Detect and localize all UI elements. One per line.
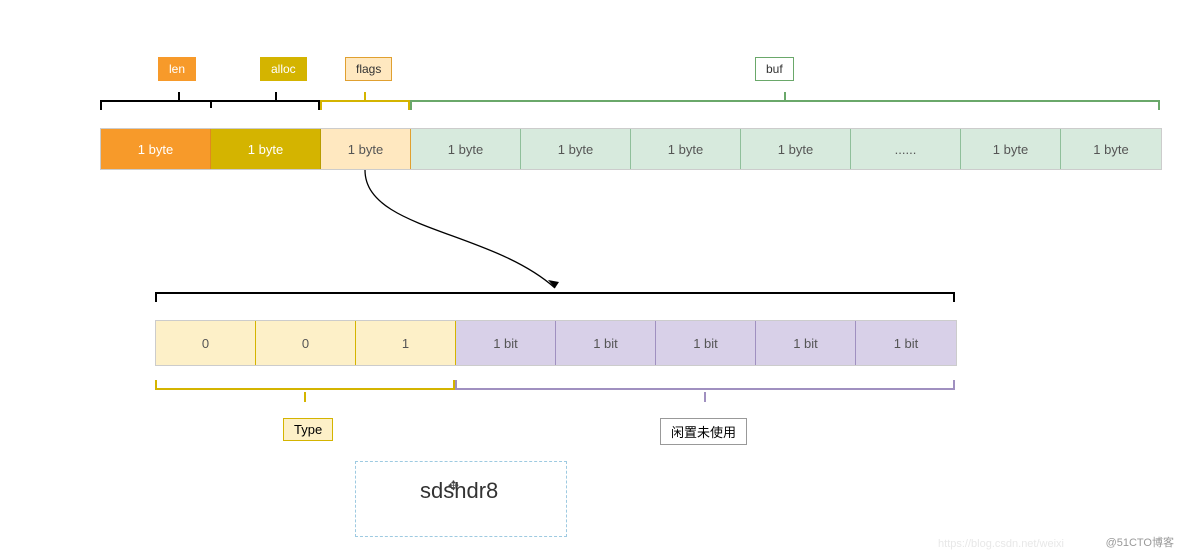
tag-len: len: [158, 57, 196, 81]
arrow-flags-to-bits: [340, 170, 580, 300]
tag-buf: buf: [755, 57, 794, 81]
cell: 1 bit: [456, 321, 556, 365]
cell: 1: [356, 321, 456, 365]
cell: ......: [851, 129, 961, 169]
bracket-buf: [410, 100, 1160, 102]
cell: 1 byte: [521, 129, 631, 169]
cell: 1 byte: [411, 129, 521, 169]
cell: 1 byte: [961, 129, 1061, 169]
cell: 1 byte: [741, 129, 851, 169]
label-type: Type: [283, 418, 333, 441]
cell: 1 bit: [656, 321, 756, 365]
cell: 0: [156, 321, 256, 365]
label-idle: 闲置未使用: [660, 418, 747, 445]
cell: 1 byte: [321, 129, 411, 169]
tag-flags: flags: [345, 57, 392, 81]
bracket-len-alloc-divider: [210, 100, 212, 108]
cell: 1 bit: [856, 321, 956, 365]
cell: 1 byte: [1061, 129, 1161, 169]
bracket-type: [155, 376, 455, 390]
watermark-right: @51CTO博客: [1106, 534, 1174, 550]
watermark-faint: https://blog.csdn.net/weixi: [938, 538, 1064, 550]
cell: 1 bit: [556, 321, 656, 365]
cell: 1 byte: [211, 129, 321, 169]
cell: 0: [256, 321, 356, 365]
title-dotted-box: [355, 461, 567, 537]
bracket-flags: [320, 100, 410, 102]
bracket-idle: [455, 376, 955, 390]
cell: 1 bit: [756, 321, 856, 365]
bracket-bits-top: [155, 292, 955, 294]
flags-bits-row: 0011 bit1 bit1 bit1 bit1 bit: [155, 320, 957, 366]
tag-alloc: alloc: [260, 57, 307, 81]
cell: 1 byte: [101, 129, 211, 169]
cell: 1 byte: [631, 129, 741, 169]
sds-header-row: 1 byte1 byte1 byte1 byte1 byte1 byte1 by…: [100, 128, 1162, 170]
